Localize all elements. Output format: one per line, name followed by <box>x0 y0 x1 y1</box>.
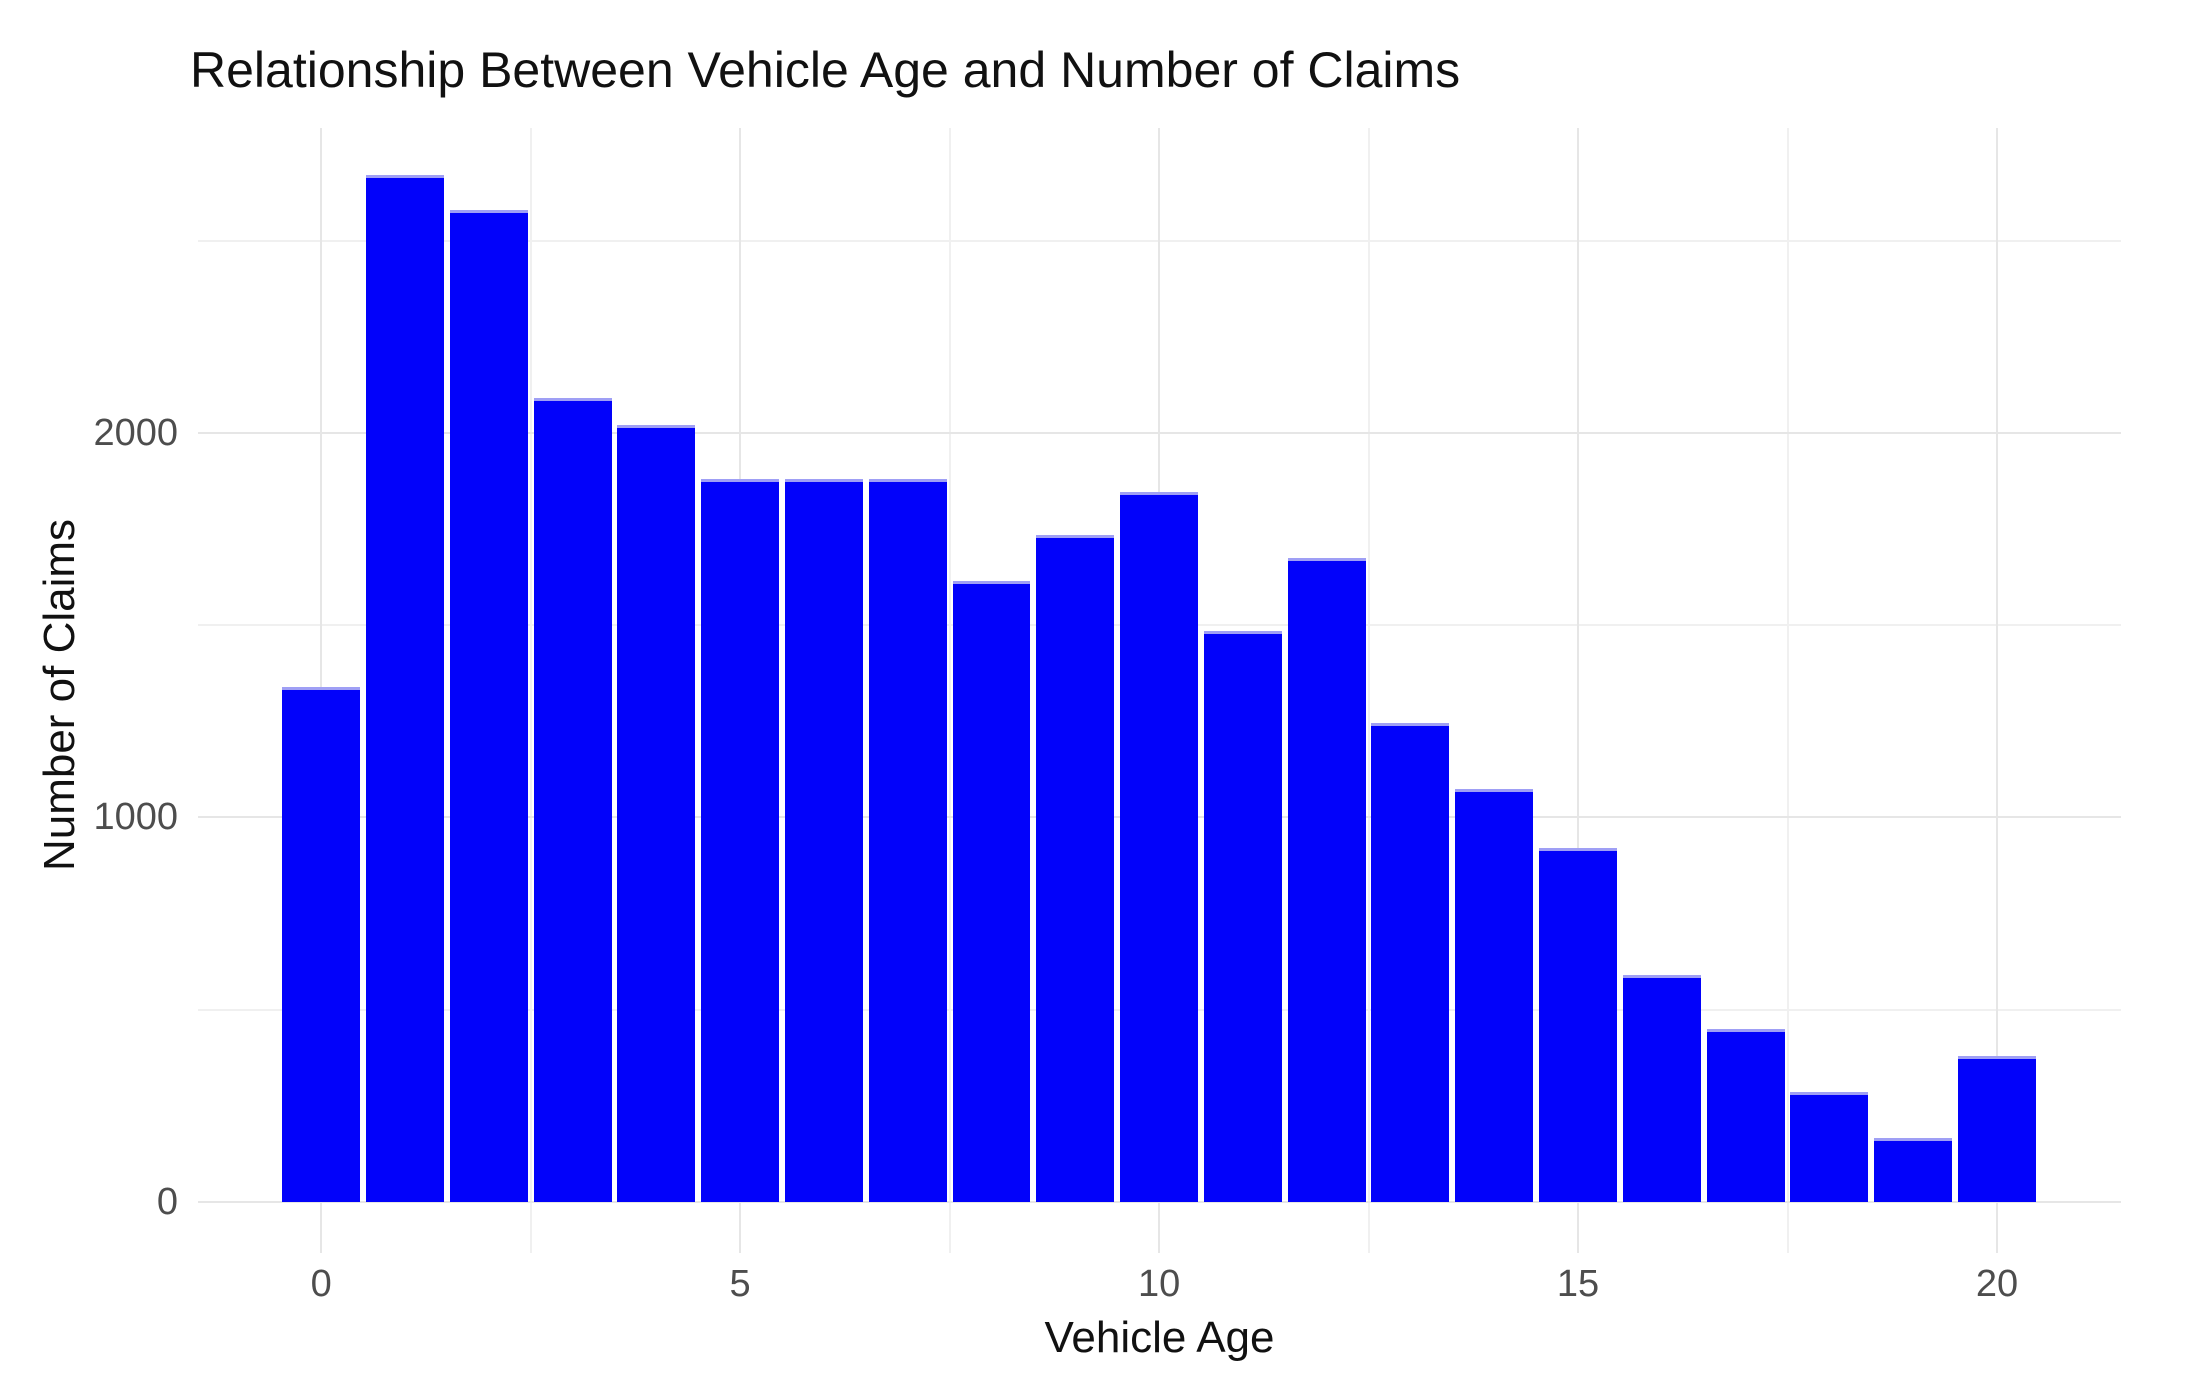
gridline-x-major <box>1577 128 1580 1253</box>
gridline-x-minor <box>529 128 532 1253</box>
bar-age-18 <box>1790 1092 1869 1202</box>
gridline-x-major <box>1995 128 1998 1253</box>
bar-age-14 <box>1455 788 1534 1202</box>
bar-age-15 <box>1539 848 1617 1202</box>
y-tick-label-2000: 2000 <box>93 411 178 454</box>
x-tick-label-10: 10 <box>1137 1263 1181 1305</box>
bar-age-11 <box>1203 630 1282 1202</box>
bar-age-16 <box>1622 975 1701 1202</box>
bar-age-7 <box>868 479 947 1202</box>
gridline-x-minor <box>1367 128 1370 1253</box>
x-tick-label-20: 20 <box>1975 1263 2019 1305</box>
plot-area <box>198 128 2121 1253</box>
bar-age-2 <box>449 209 528 1202</box>
x-tick-label-5: 5 <box>729 1263 751 1305</box>
x-axis-title: Vehicle Age <box>1044 1313 1275 1362</box>
bar-age-10 <box>1120 492 1199 1202</box>
x-tick-label-0: 0 <box>310 1263 332 1305</box>
bar-age-0 <box>282 686 361 1202</box>
y-tick-label-0: 0 <box>156 1180 178 1223</box>
bar-age-17 <box>1706 1028 1785 1202</box>
gridline-x-minor <box>1786 128 1789 1253</box>
bar-age-13 <box>1371 723 1450 1202</box>
bar-age-8 <box>952 580 1031 1202</box>
bar-age-4 <box>617 425 696 1202</box>
bar-age-6 <box>784 479 863 1202</box>
bar-age-5 <box>701 479 780 1202</box>
bar-age-19 <box>1874 1138 1953 1202</box>
bar-age-20 <box>1958 1055 2036 1202</box>
bar-age-3 <box>533 398 612 1202</box>
bar-age-9 <box>1036 534 1115 1202</box>
bar-age-1 <box>366 175 444 1202</box>
bar-age-12 <box>1287 557 1366 1202</box>
chart-title: Relationship Between Vehicle Age and Num… <box>190 42 1461 98</box>
y-axis-title: Number of Claims <box>35 518 84 872</box>
gridline-x-minor <box>948 128 951 1253</box>
x-tick-label-15: 15 <box>1556 1263 1600 1305</box>
